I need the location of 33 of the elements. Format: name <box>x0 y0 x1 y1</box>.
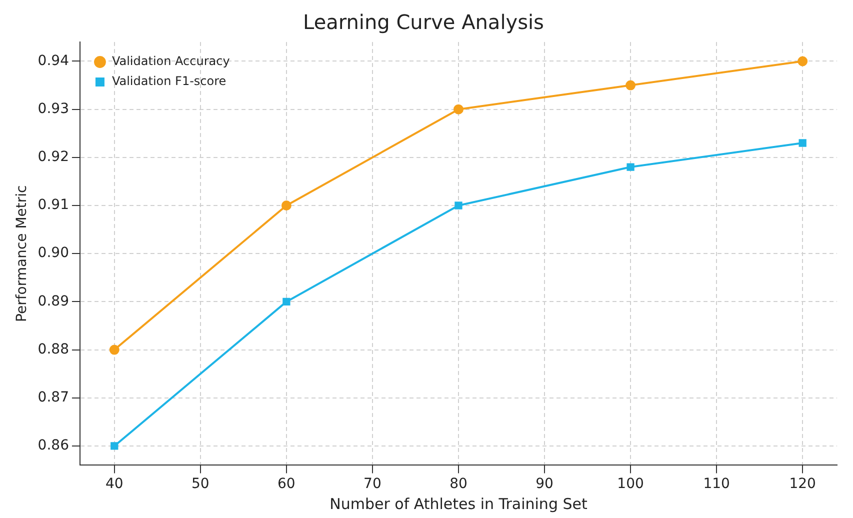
y-tick-label: 0.91 <box>38 197 69 214</box>
x-tick-label: 60 <box>278 476 296 492</box>
point <box>282 298 290 306</box>
y-tick-label: 0.92 <box>38 149 69 166</box>
point <box>626 80 636 90</box>
y-tick-label: 0.89 <box>38 293 69 310</box>
point <box>454 202 462 210</box>
chart-title: Learning Curve Analysis <box>303 10 544 34</box>
legend-label: Validation F1-score <box>112 74 226 88</box>
x-tick-label: 40 <box>105 476 124 492</box>
x-tick-label: 80 <box>450 476 468 492</box>
point <box>281 200 292 211</box>
legend-label: Validation Accuracy <box>112 54 230 68</box>
point <box>626 163 634 171</box>
point <box>110 442 118 450</box>
x-tick-label: 100 <box>617 476 644 492</box>
x-tick-label: 120 <box>789 476 816 492</box>
y-tick-label: 0.86 <box>38 438 70 454</box>
y-tick-label: 0.94 <box>38 52 70 69</box>
x-tick-label: 90 <box>536 476 554 492</box>
y-tick-label: 0.87 <box>38 390 69 406</box>
x-tick-label: 110 <box>703 476 730 492</box>
y-tick-label: 0.90 <box>38 245 69 262</box>
point <box>453 104 464 114</box>
y-tick-label: 0.93 <box>38 100 69 117</box>
x-tick-label: 70 <box>364 476 382 492</box>
x-axis-title: Number of Athletes in Training Set <box>330 494 588 513</box>
x-tick-label: 50 <box>191 476 210 492</box>
y-axis-title: Performance Metric <box>14 185 30 322</box>
point <box>798 56 808 66</box>
y-tick-label: 0.88 <box>38 341 69 358</box>
point <box>798 139 806 147</box>
point <box>109 344 120 355</box>
